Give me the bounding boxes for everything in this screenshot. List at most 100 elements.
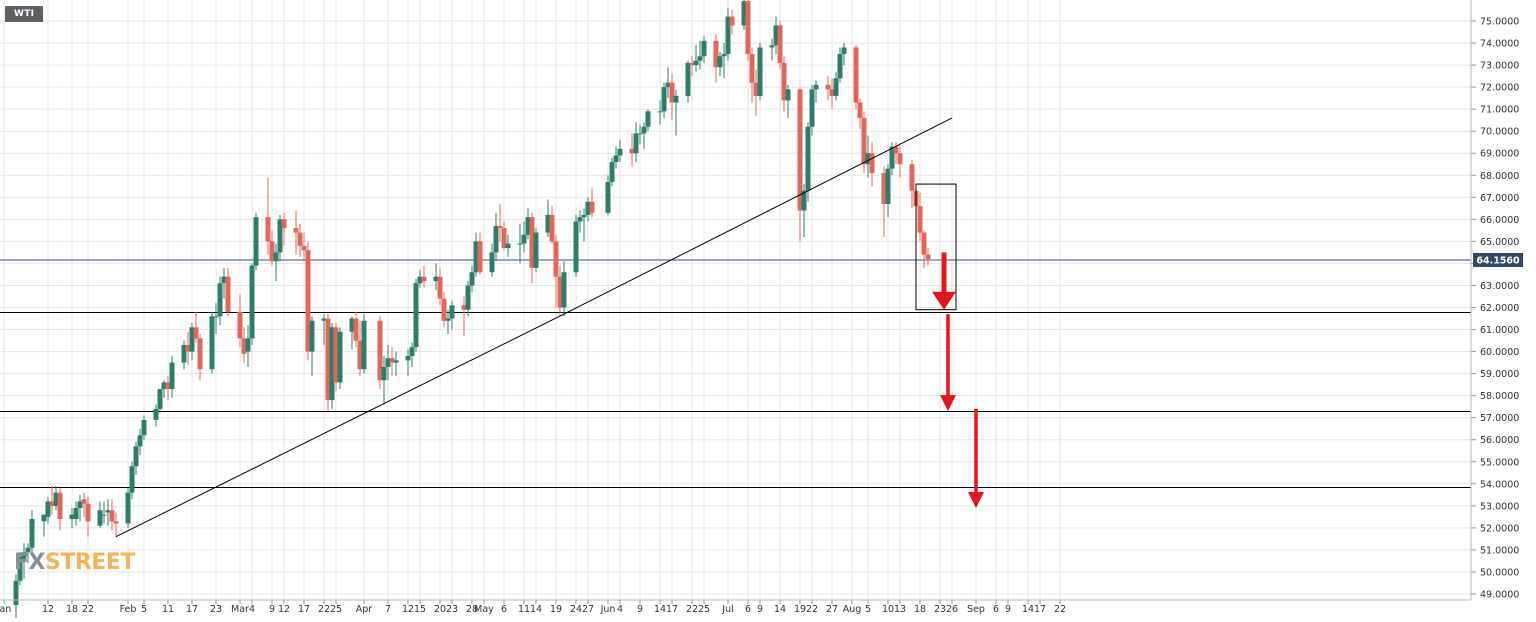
x-tick-label: May <box>474 604 494 615</box>
candle-body <box>729 16 735 26</box>
y-tick-label: 63.0000 <box>1480 281 1519 292</box>
x-tick-label: 24 <box>570 604 582 615</box>
candle-body <box>637 133 643 135</box>
candle-body <box>321 318 327 321</box>
price-axis[interactable]: 49.0000 50.0000 51.0000 52.0000 53.0000 54.00… <box>1471 17 1519 601</box>
x-tick-label: 17 <box>1034 604 1046 615</box>
x-tick-label: 25 <box>330 604 342 615</box>
candle-body <box>265 217 271 242</box>
grid-layer <box>0 0 1471 600</box>
candle-body <box>53 492 59 506</box>
candle-body <box>661 87 667 112</box>
x-tick-label: 6 <box>501 604 507 615</box>
candle-body <box>917 206 923 233</box>
y-tick-label: 70.0000 <box>1480 127 1519 138</box>
candle-body <box>137 435 143 447</box>
candle-body <box>281 219 287 229</box>
x-tick-label: 22 <box>686 604 698 615</box>
candle-body <box>697 56 703 61</box>
candle-body <box>329 327 335 401</box>
candle-body <box>689 62 695 66</box>
x-tick-label: 25 <box>698 604 710 615</box>
candle-body <box>305 250 311 352</box>
x-tick-label: 14 <box>774 604 786 615</box>
candle-body <box>133 446 139 467</box>
candle-body <box>25 547 31 553</box>
candle-body <box>757 47 763 96</box>
candle-body <box>277 219 283 253</box>
candle-body <box>389 358 395 363</box>
x-tick-label: 23 <box>446 604 458 615</box>
x-tick-label: 5 <box>865 604 871 615</box>
down-arrow-head <box>968 492 984 509</box>
candle-body <box>353 318 359 341</box>
candle-body <box>897 153 903 165</box>
candle-body <box>237 311 243 339</box>
candle-body <box>73 508 79 520</box>
y-tick-label: 69.0000 <box>1480 149 1519 160</box>
candle-body <box>837 54 843 79</box>
candle-body <box>161 382 167 390</box>
current-price-badge <box>1473 252 1523 267</box>
x-tick-label: Apr <box>356 604 373 615</box>
x-tick-label: 26 <box>946 604 958 615</box>
candle-body <box>881 173 887 204</box>
candle-body <box>349 318 355 332</box>
x-tick-label: Sep <box>967 604 985 615</box>
candle-body <box>909 164 915 191</box>
x-tick-label: 17 <box>666 604 678 615</box>
candle-body <box>633 133 639 154</box>
candle-body <box>701 40 707 57</box>
candle-body <box>925 254 931 260</box>
time-axis[interactable]: Jan121822Feb5111723Mar4912172225Apr71215… <box>0 600 1066 615</box>
x-tick-label: 22 <box>318 604 330 615</box>
candle-body <box>477 241 483 273</box>
candle-body <box>525 217 531 235</box>
x-tick-label: Jan <box>0 604 11 615</box>
candle-body <box>581 214 587 218</box>
x-tick-label: 22 <box>82 604 94 615</box>
candle-body <box>301 245 307 251</box>
candle-body <box>797 89 803 211</box>
y-tick-label: 71.0000 <box>1480 105 1519 116</box>
brand-part-street: STREET <box>45 550 135 575</box>
trendline <box>115 313 565 538</box>
x-tick-label: Feb <box>120 604 137 615</box>
x-tick-label: 14 <box>530 604 542 615</box>
x-tick-label: 4 <box>249 604 255 615</box>
x-tick-label: 22 <box>806 604 818 615</box>
candle-body <box>337 331 343 383</box>
x-tick-label: 23 <box>210 604 222 615</box>
candle-body <box>529 217 535 268</box>
candle-body <box>293 228 299 233</box>
candle-body <box>181 344 187 363</box>
y-tick-label: 61.0000 <box>1480 325 1519 336</box>
candle-body <box>45 501 51 517</box>
x-tick-label: 6 <box>993 604 999 615</box>
candle-body <box>209 316 215 370</box>
candle-body <box>253 217 259 266</box>
x-tick-label: Mar <box>231 604 249 615</box>
candle-body <box>101 514 107 516</box>
candle-body <box>433 276 439 282</box>
candle-body <box>269 241 275 262</box>
candle-body <box>333 327 339 383</box>
candle-body <box>157 389 163 409</box>
y-tick-label: 51.0000 <box>1480 545 1519 556</box>
x-tick-label: 12 <box>402 604 414 615</box>
candle-body <box>69 514 75 520</box>
x-tick-label: 9 <box>269 604 275 615</box>
x-tick-label: 6 <box>745 604 751 615</box>
candles <box>13 0 931 622</box>
candle-body <box>109 510 115 522</box>
candle-body <box>545 214 551 233</box>
x-tick-label: 28 <box>466 604 478 615</box>
candle-body <box>385 358 391 368</box>
candle-body <box>185 344 191 352</box>
candle-body <box>573 221 579 273</box>
down-arrow-head <box>940 395 956 412</box>
candle-body <box>549 214 555 242</box>
x-tick-label: 27 <box>826 604 838 615</box>
